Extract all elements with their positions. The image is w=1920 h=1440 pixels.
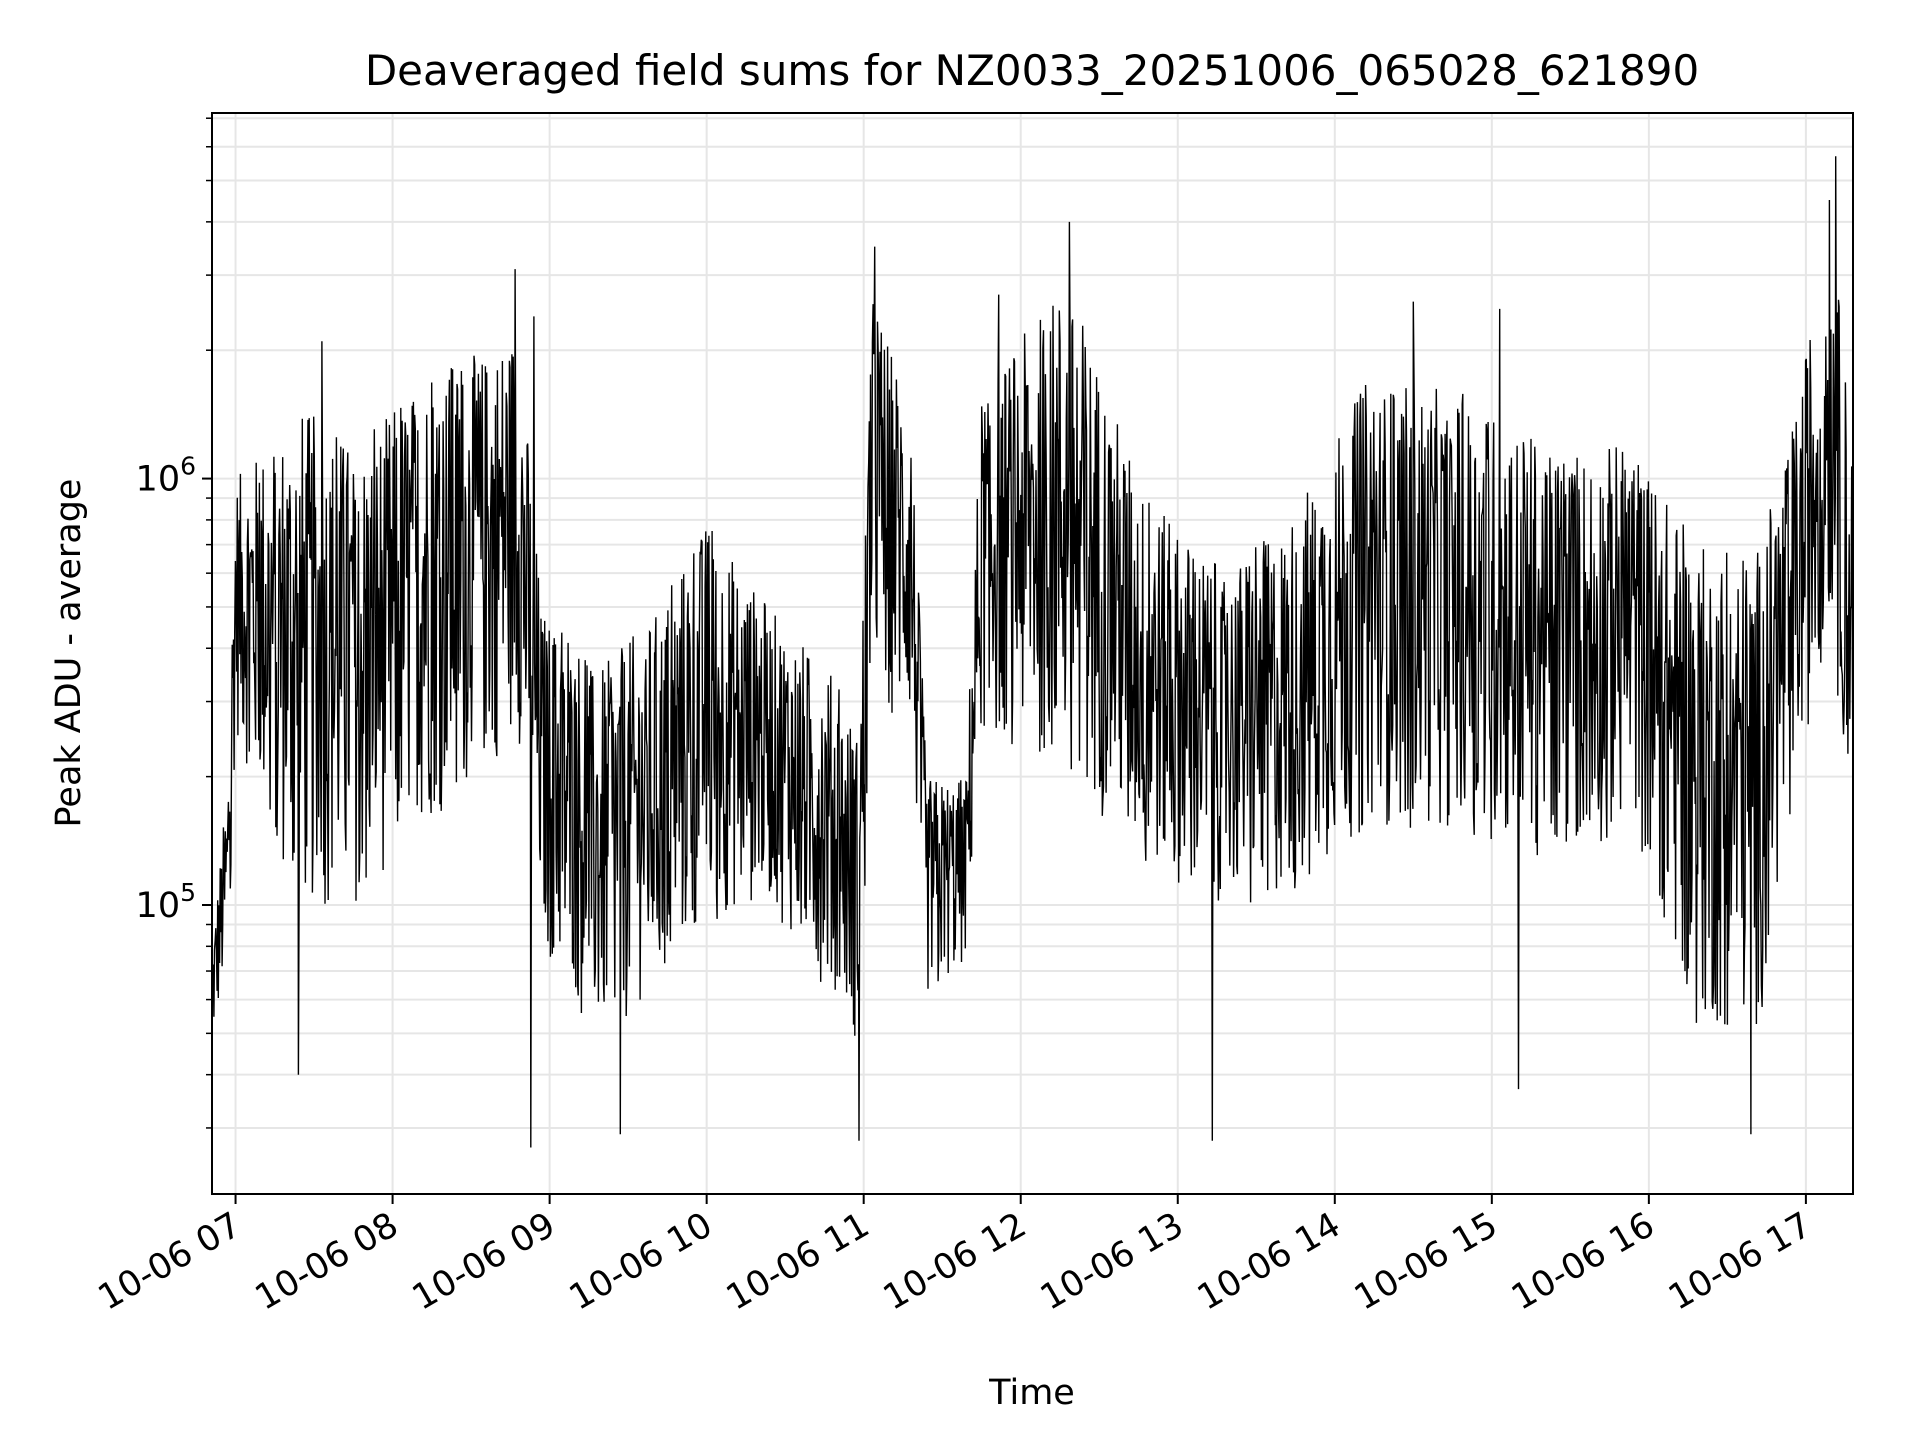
x-axis-label: Time <box>988 1373 1075 1413</box>
y-axis: 105 106 <box>136 117 212 1129</box>
y-axis-label: Peak ADU - average <box>49 479 89 828</box>
y-tick-label: 105 <box>136 878 196 926</box>
chart-title: Deaveraged field sums for NZ0033_2025100… <box>365 46 1699 95</box>
series-line <box>212 156 1853 1148</box>
series-line-group <box>212 156 1853 1148</box>
plot-frame <box>211 112 1854 1195</box>
y-tick-label: 106 <box>136 452 196 500</box>
